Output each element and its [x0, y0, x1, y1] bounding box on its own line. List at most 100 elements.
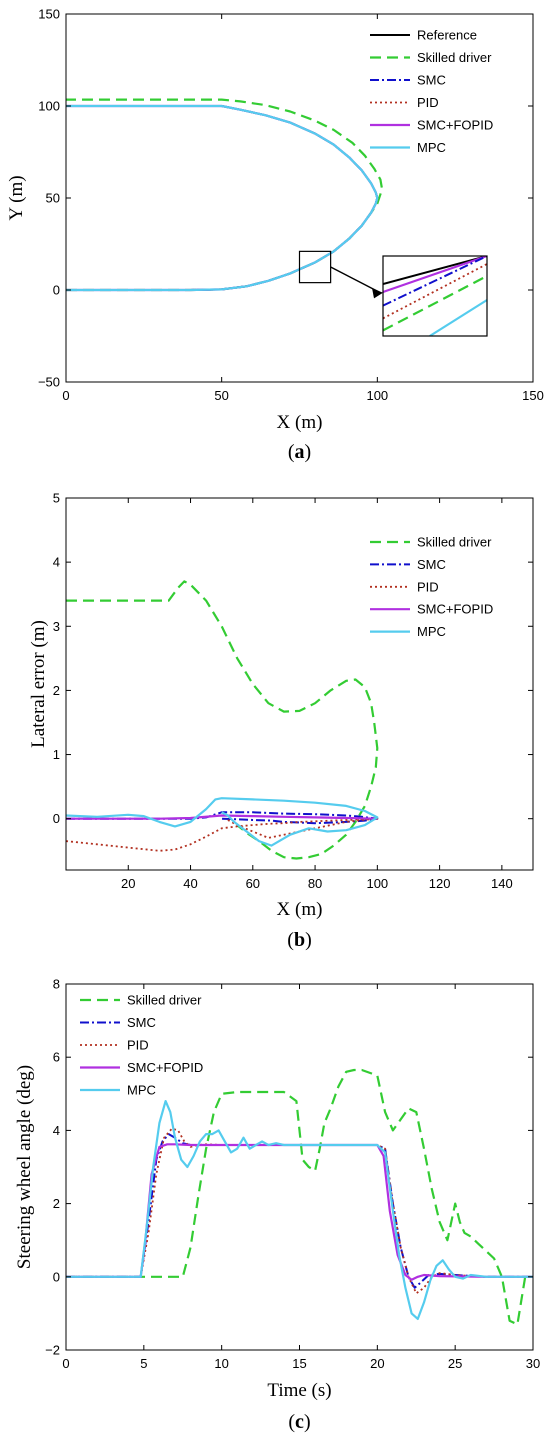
legend-label-reference: Reference: [417, 28, 477, 43]
x-tick-label: 20: [121, 876, 135, 891]
x-tick-label: 40: [183, 876, 197, 891]
x-tick-label: 0: [62, 1356, 69, 1371]
x-tick-label: 50: [214, 388, 228, 403]
x-axis-label: Time (s): [267, 1380, 331, 1401]
y-tick-label: 50: [46, 191, 60, 206]
legend-label-mpc: MPC: [417, 140, 446, 155]
series-line-pid: [66, 817, 379, 852]
series-line-smc: [66, 1133, 533, 1289]
series-group: [66, 1068, 533, 1326]
series-line-skilled-driver: [66, 580, 379, 860]
x-tick-label: 60: [246, 876, 260, 891]
y-tick-label: 100: [38, 99, 60, 114]
x-tick-label: 150: [522, 388, 544, 403]
inset: [382, 255, 488, 337]
series-line-mpc: [66, 104, 379, 292]
series-group: [66, 580, 379, 860]
x-tick-label: 100: [366, 876, 388, 891]
x-axis-label: X (m): [277, 412, 323, 433]
series-line-pid: [66, 1127, 533, 1295]
legend: Skilled driver SMC PID SMC+FOPID MPC: [370, 535, 493, 639]
y-axis-label: Y (m): [6, 175, 27, 220]
y-tick-label: 6: [53, 1050, 60, 1065]
legend-label-smc: SMC: [417, 557, 446, 572]
caption-paren: (: [288, 1411, 295, 1433]
series-line-mpc: [66, 1099, 533, 1321]
inset-line-smc: [383, 256, 487, 307]
x-tick-label: 5: [140, 1356, 147, 1371]
series-group: [66, 98, 384, 292]
inset-frame: [382, 255, 488, 337]
legend-label-pid: PID: [417, 95, 439, 110]
inset-line-skilled-driver: [383, 275, 487, 332]
y-tick-label: −2: [45, 1343, 60, 1358]
y-tick-label: 0: [53, 1269, 60, 1284]
legend-label-pid: PID: [127, 1038, 149, 1053]
caption-paren: ): [305, 929, 312, 951]
x-tick-label: 80: [308, 876, 322, 891]
caption-paren: (: [287, 929, 294, 951]
y-tick-label: 150: [38, 7, 60, 22]
series-line-skilled-driver: [66, 98, 384, 292]
caption-letter: a: [295, 441, 305, 463]
zoom-arrow-line: [330, 266, 380, 293]
panel-caption: (b): [287, 929, 311, 951]
inset-line-smc-fopid: [383, 256, 487, 294]
caption-paren: ): [304, 1411, 311, 1433]
y-tick-label: 4: [53, 555, 60, 570]
y-axis-label: Steering wheel angle (deg): [14, 1065, 35, 1269]
legend-label-smc-fopid: SMC+FOPID: [127, 1060, 203, 1075]
y-tick-label: 3: [53, 619, 60, 634]
legend-label-mpc: MPC: [417, 624, 446, 639]
legend: Reference Skilled driver SMC PID SMC+FOPID MP…: [370, 28, 493, 155]
x-tick-label: 0: [62, 388, 69, 403]
legend-label-smc-fopid: SMC+FOPID: [417, 602, 493, 617]
series-line-skilled-driver: [66, 1068, 533, 1326]
y-tick-label: −50: [38, 375, 60, 390]
x-tick-label: 10: [214, 1356, 228, 1371]
x-axis-label: X (m): [277, 899, 323, 920]
series-line-mpc: [66, 797, 379, 847]
series-line-smc-fopid: [66, 814, 378, 820]
caption-letter: b: [294, 929, 305, 951]
caption-paren: (: [288, 441, 295, 463]
legend-label-smc-fopid: SMC+FOPID: [417, 118, 493, 133]
y-tick-label: 1: [53, 747, 60, 762]
axes-frame: [65, 497, 534, 871]
panel-caption: (c): [288, 1411, 310, 1433]
x-tick-label: 25: [448, 1356, 462, 1371]
inset-line-reference: [383, 256, 487, 285]
x-tick-label: 120: [429, 876, 451, 891]
series-line-smc-fopid: [66, 1143, 533, 1281]
y-tick-label: 0: [53, 283, 60, 298]
x-tick-label: 30: [526, 1356, 540, 1371]
legend-label-skilled-driver: Skilled driver: [127, 993, 202, 1008]
legend-label-smc: SMC: [417, 73, 446, 88]
inset-series: [383, 256, 487, 336]
caption-paren: ): [305, 441, 312, 463]
legend-label-skilled-driver: Skilled driver: [417, 535, 492, 550]
legend-label-skilled-driver: Skilled driver: [417, 50, 492, 65]
legend-label-pid: PID: [417, 579, 439, 594]
y-axis-label: Lateral error (m): [28, 620, 49, 748]
inset-bg: [383, 256, 487, 336]
y-tick-label: 8: [53, 977, 60, 992]
panel-caption: (a): [288, 441, 311, 463]
legend-label-smc: SMC: [127, 1015, 156, 1030]
inset-line-mpc: [429, 299, 487, 336]
legend: Skilled driver SMC PID SMC+FOPID MPC: [80, 993, 203, 1098]
chart-b: 20 40 60 80 100 120 140 0 1 2 3 4 5 X (m) Lateral erro…: [28, 491, 534, 951]
y-tick-label: 2: [53, 1196, 60, 1211]
x-tick-label: 100: [366, 388, 388, 403]
zoom-arrow-head: [372, 288, 383, 299]
x-tick-label: 20: [370, 1356, 384, 1371]
y-tick-label: 2: [53, 683, 60, 698]
x-tick-label: 15: [292, 1356, 306, 1371]
y-tick-label: 0: [53, 811, 60, 826]
y-tick-label: 4: [53, 1123, 60, 1138]
caption-letter: c: [295, 1411, 304, 1433]
legend-label-mpc: MPC: [127, 1083, 156, 1098]
